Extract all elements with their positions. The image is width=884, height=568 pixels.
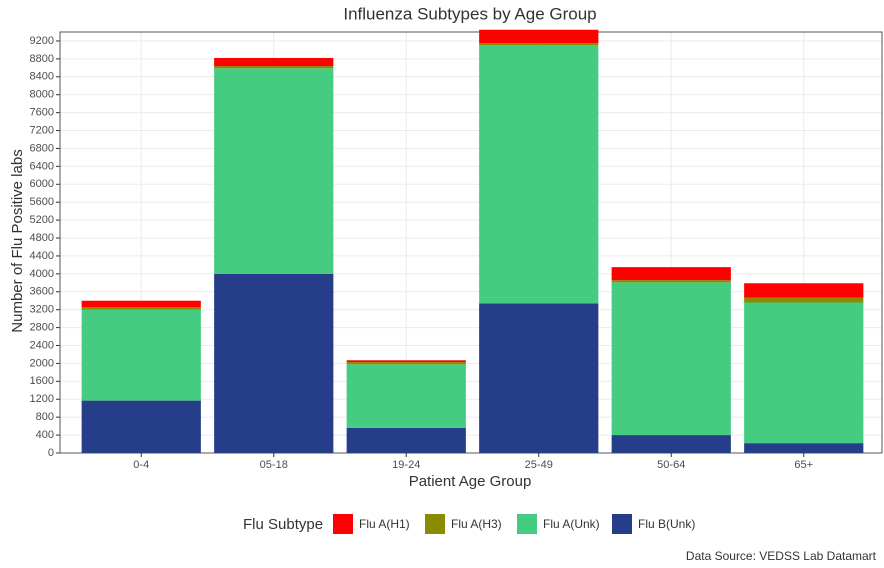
bar-segment: [611, 435, 731, 453]
y-tick-label: 2400: [30, 339, 54, 351]
y-tick-label: 3600: [30, 286, 54, 298]
bar-segment: [346, 362, 466, 365]
x-axis-label: Patient Age Group: [409, 473, 532, 490]
x-tick-label: 19-24: [392, 459, 420, 471]
legend-label: Flu A(H3): [451, 517, 502, 531]
bar-segment: [81, 400, 201, 453]
y-tick-label: 6800: [30, 142, 54, 154]
y-tick-label: 2000: [30, 357, 54, 369]
y-tick-label: 7200: [30, 124, 54, 136]
bar-segment: [744, 283, 864, 298]
plot-border: [59, 31, 883, 454]
legend-swatch: [612, 514, 632, 534]
y-tick-label: 4800: [30, 232, 54, 244]
y-tick-label: 4000: [30, 268, 54, 280]
y-tick-label: 400: [36, 429, 54, 441]
bar-segment: [744, 297, 864, 303]
y-tick-label: 1600: [30, 375, 54, 387]
y-tick-label: 6000: [30, 178, 54, 190]
chart-title: Influenza Subtypes by Age Group: [343, 4, 596, 23]
x-tick-label: 50-64: [657, 459, 685, 471]
y-tick-label: 0: [48, 447, 54, 459]
bar-segment: [81, 300, 201, 307]
source-note: Data Source: VEDSS Lab Datamart: [686, 549, 877, 563]
x-tick-label: 25-49: [525, 459, 553, 471]
legend-label: Flu A(H1): [359, 517, 410, 531]
y-tick-label: 8400: [30, 71, 54, 83]
bar-segment: [611, 267, 731, 281]
y-tick-label: 3200: [30, 304, 54, 316]
y-tick-label: 6400: [30, 160, 54, 172]
legend-swatch: [333, 514, 353, 534]
bar-segment: [479, 43, 599, 45]
bar-segment: [214, 57, 334, 67]
bar-segment: [744, 302, 864, 444]
x-tick-label: 05-18: [260, 459, 288, 471]
y-tick-label: 1200: [30, 393, 54, 405]
legend-title: Flu Subtype: [243, 516, 323, 533]
y-tick-label: 7600: [30, 107, 54, 119]
bar-segment: [214, 68, 334, 274]
y-tick-label: 800: [36, 411, 54, 423]
bar-segment: [81, 306, 201, 310]
bar-segment: [479, 29, 599, 44]
bar-segment: [611, 280, 731, 283]
y-tick-label: 8800: [30, 53, 54, 65]
bar-segment: [744, 443, 864, 453]
bar-segment: [479, 44, 599, 304]
bar-segment: [81, 309, 201, 401]
y-tick-label: 8000: [30, 89, 54, 101]
bar-segment: [346, 364, 466, 428]
y-tick-label: 4400: [30, 250, 54, 262]
legend-label: Flu A(Unk): [543, 517, 600, 531]
y-tick-label: 5600: [30, 196, 54, 208]
y-tick-label: 9200: [30, 35, 54, 47]
x-tick-label: 65+: [794, 459, 813, 471]
y-axis-label: Number of Flu Positive labs: [9, 149, 26, 332]
bar-segment: [214, 66, 334, 69]
bar-segment: [346, 427, 466, 453]
x-tick-label: 0-4: [133, 459, 149, 471]
bar-segment: [346, 360, 466, 363]
legend-swatch: [425, 514, 445, 534]
legend-label: Flu B(Unk): [638, 517, 695, 531]
y-tick-label: 2800: [30, 322, 54, 334]
legend-swatch: [517, 514, 537, 534]
bar-segment: [214, 273, 334, 453]
y-tick-label: 5200: [30, 214, 54, 226]
bar-segment: [611, 282, 731, 436]
bar-segment: [479, 303, 599, 453]
